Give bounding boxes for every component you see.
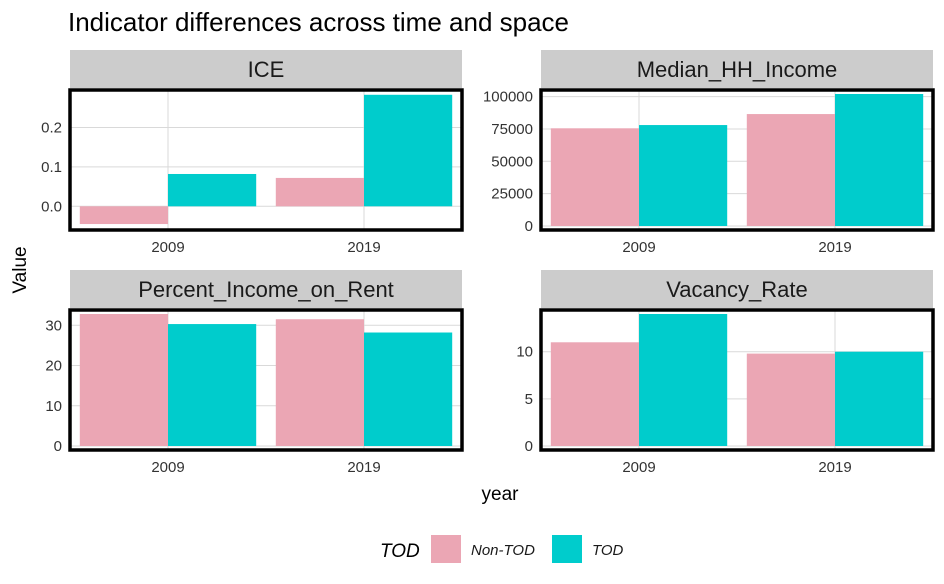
x-tick-label: 2019 xyxy=(818,239,851,256)
panel-Median_HH_Income: Median_HH_Income 0 25000 50000 75000 100000 20… xyxy=(483,50,935,256)
x-tick-label: 2009 xyxy=(622,459,655,476)
strip-label: Median_HH_Income xyxy=(637,57,838,82)
strip-background xyxy=(541,270,933,308)
y-tick-label: 0 xyxy=(54,438,62,455)
strip-background xyxy=(70,270,462,308)
bar-Non-TOD-2019 xyxy=(275,319,364,446)
bar-Non-TOD-2019 xyxy=(746,114,835,226)
legend: TOD Non-TOD TOD xyxy=(380,535,624,563)
bar-TOD-2019 xyxy=(835,94,924,226)
strip-label: Vacancy_Rate xyxy=(666,277,807,302)
y-tick-label: 30 xyxy=(45,317,62,334)
legend-key-Non-TOD xyxy=(431,535,461,563)
bar-Non-TOD-2009 xyxy=(550,342,639,446)
bar-TOD-2009 xyxy=(639,314,728,446)
y-tick-label: 100000 xyxy=(483,89,533,106)
panel-border xyxy=(68,308,464,452)
x-tick-label: 2019 xyxy=(347,459,380,476)
y-tick-label: 0.2 xyxy=(41,119,62,136)
legend-label-Non-TOD: Non-TOD xyxy=(471,542,535,559)
x-tick-label: 2019 xyxy=(818,459,851,476)
legend-key-TOD xyxy=(552,535,582,563)
y-tick-label: 5 xyxy=(525,391,533,408)
bar-Non-TOD-2009 xyxy=(79,206,168,225)
legend-title: TOD xyxy=(380,541,420,562)
y-tick-label: 0 xyxy=(525,438,533,455)
y-axis-title: Value xyxy=(10,246,31,293)
bar-TOD-2019 xyxy=(364,332,453,446)
bar-TOD-2019 xyxy=(364,94,453,207)
bar-Non-TOD-2009 xyxy=(550,128,639,226)
panel-border xyxy=(539,88,935,232)
bar-Non-TOD-2019 xyxy=(275,177,364,207)
bar-TOD-2009 xyxy=(168,173,257,207)
panel-Percent_Income_on_Rent: Percent_Income_on_Rent 0 10 20 30 2009 2019 xyxy=(45,270,464,476)
bar-Non-TOD-2019 xyxy=(746,353,835,446)
y-tick-label: 20 xyxy=(45,358,62,375)
y-tick-label: 10 xyxy=(516,344,533,361)
bar-TOD-2009 xyxy=(168,324,257,446)
strip-label: Percent_Income_on_Rent xyxy=(138,277,394,302)
y-tick-label: 75000 xyxy=(491,121,533,138)
panels-group: ICE 0.0 0.1 0.2 2009 2019 Median_HH_Income 0 250… xyxy=(41,50,935,476)
bar-TOD-2019 xyxy=(835,351,924,446)
strip-background xyxy=(541,50,933,88)
x-tick-label: 2009 xyxy=(151,239,184,256)
x-tick-label: 2009 xyxy=(151,459,184,476)
y-tick-label: 0.1 xyxy=(41,159,62,176)
legend-label-TOD: TOD xyxy=(592,542,624,559)
chart-title: Indicator differences across time and sp… xyxy=(68,7,569,37)
y-tick-label: 0 xyxy=(525,218,533,235)
panel-border xyxy=(539,308,935,452)
bar-Non-TOD-2009 xyxy=(79,314,168,446)
x-tick-label: 2009 xyxy=(622,239,655,256)
y-tick-label: 10 xyxy=(45,398,62,415)
panel-Vacancy_Rate: Vacancy_Rate 0 5 10 2009 2019 xyxy=(516,270,935,476)
bar-TOD-2009 xyxy=(639,125,728,226)
y-tick-label: 25000 xyxy=(491,186,533,203)
x-axis-title: year xyxy=(482,484,520,505)
strip-label: ICE xyxy=(248,57,285,82)
y-tick-label: 50000 xyxy=(491,153,533,170)
strip-background xyxy=(70,50,462,88)
panel-ICE: ICE 0.0 0.1 0.2 2009 2019 xyxy=(41,50,464,256)
x-tick-label: 2019 xyxy=(347,239,380,256)
panel-border xyxy=(68,88,464,232)
y-tick-label: 0.0 xyxy=(41,198,62,215)
